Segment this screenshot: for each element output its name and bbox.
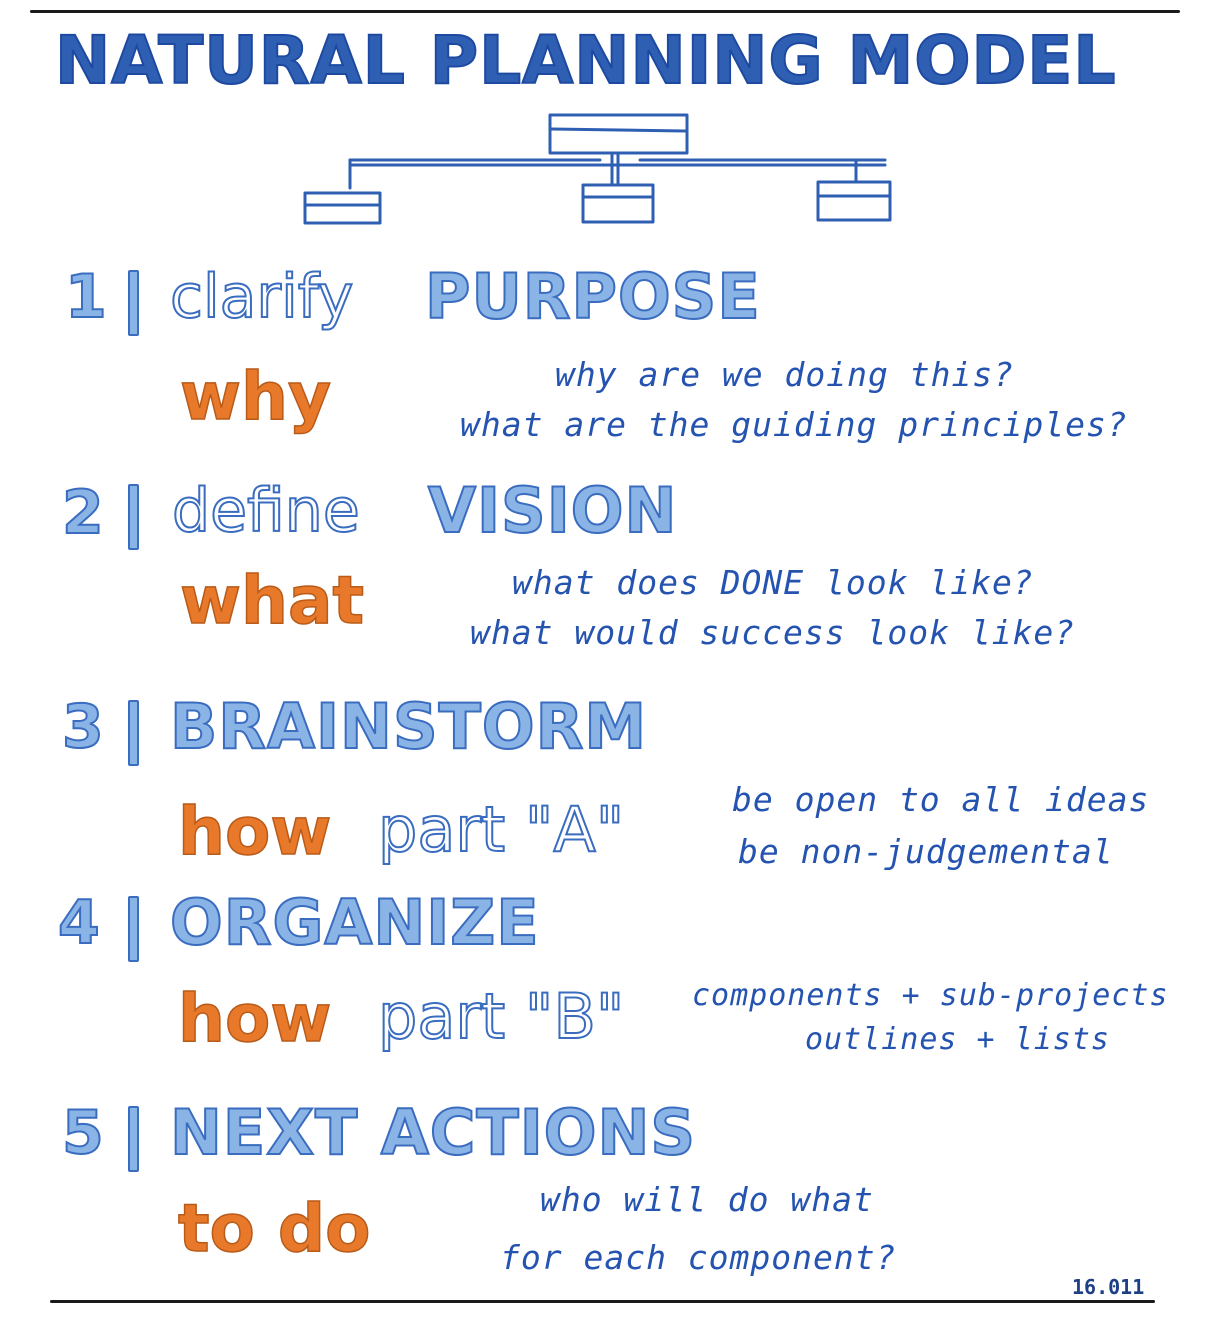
top-rule xyxy=(30,10,1180,13)
step-note: what would success look like? xyxy=(470,613,1076,652)
step-keyword: PURPOSE xyxy=(424,259,761,334)
step-keyword: NEXT ACTIONS xyxy=(169,1095,697,1170)
step-keyword: BRAINSTORM xyxy=(169,689,648,764)
step-sub: why xyxy=(179,357,331,436)
step-number: 1 xyxy=(64,261,108,333)
step-keyword: VISION xyxy=(427,473,678,548)
step-note: be non-judgemental xyxy=(738,832,1114,871)
page-title: NATURAL PLANNING MODEL xyxy=(54,21,1117,100)
step-note: what does DONE look like? xyxy=(512,563,1034,602)
step-number: 3 xyxy=(61,691,105,763)
step-keyword: ORGANIZE xyxy=(169,885,540,960)
step-divider xyxy=(128,1106,139,1172)
step-sub: how xyxy=(177,979,332,1058)
step-divider xyxy=(128,896,139,962)
step-divider xyxy=(128,270,139,336)
step-sub: what xyxy=(179,561,365,640)
bottom-rule xyxy=(50,1300,1155,1303)
step-number: 2 xyxy=(61,477,105,549)
step-divider xyxy=(128,700,139,766)
step-sub: to do xyxy=(177,1189,371,1268)
step-note: components + sub-projects xyxy=(692,978,1169,1013)
step-number: 4 xyxy=(57,887,101,959)
step-note: what are the guiding principles? xyxy=(460,405,1128,444)
date-stamp: 16.011 xyxy=(1072,1275,1145,1299)
step-note: outlines + lists xyxy=(805,1022,1110,1057)
step-note: for each component? xyxy=(500,1238,897,1277)
step-note: who will do what xyxy=(540,1180,874,1219)
step-sub: how xyxy=(177,792,332,871)
step-note: be open to all ideas xyxy=(732,780,1150,819)
step-verb: define xyxy=(171,475,361,547)
step-verb: clarify xyxy=(169,261,354,333)
step-note: why are we doing this? xyxy=(555,355,1015,394)
step-sub-suffix: part "B" xyxy=(377,979,625,1054)
org-chart-icon xyxy=(303,113,892,225)
step-sub-suffix: part "A" xyxy=(377,792,625,867)
step-divider xyxy=(128,484,139,550)
step-number: 5 xyxy=(61,1097,105,1169)
